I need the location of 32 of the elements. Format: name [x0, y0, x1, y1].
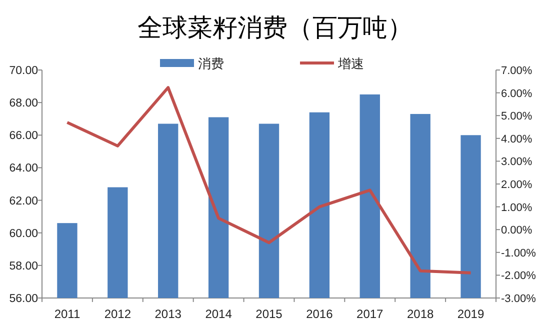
y2-tick-label: 7.00%	[501, 65, 532, 77]
y-tick-label: 62.00	[9, 195, 38, 208]
legend-label: 消费	[198, 56, 224, 71]
x-tick-label: 2011	[54, 307, 80, 321]
y2-tick-label: 4.00%	[501, 133, 532, 146]
y-tick-label: 68.00	[9, 98, 38, 110]
x-tick-label: 2019	[457, 307, 484, 321]
y-tick-label: 66.00	[9, 130, 38, 142]
y2-tick-label: -3.00%	[501, 293, 536, 305]
y-tick-label: 60.00	[9, 228, 38, 240]
line-series	[66, 86, 472, 274]
legend-label: 增速	[337, 56, 364, 71]
x-tick-label: 2014	[205, 307, 232, 321]
y-tick-label: 70.00	[9, 65, 38, 77]
x-tick-label: 2015	[256, 307, 283, 321]
x-tick-label: 2017	[356, 307, 384, 321]
x-tick-label: 2016	[306, 307, 334, 321]
y2-tick-label: 0.00%	[501, 224, 532, 237]
y-tick-label: 58.00	[9, 260, 38, 272]
y2-tick-label: 1.00%	[501, 202, 532, 214]
x-tick-label: 2018	[406, 307, 434, 321]
y2-tick-label: 5.00%	[501, 110, 532, 123]
y2-tick-label: 3.00%	[501, 156, 532, 168]
chart-title: 全球菜籽消费（百万吨）	[138, 14, 412, 42]
y-tick-label: 64.00	[9, 162, 38, 175]
y2-tick-label: 6.00%	[501, 88, 532, 100]
y2-tick-label: 2.00%	[501, 179, 532, 191]
y-tick-label: 56.00	[9, 293, 38, 305]
x-tick-label: 2012	[104, 307, 132, 321]
x-tick-label: 2013	[154, 307, 182, 321]
y2-tick-label: -1.00%	[501, 247, 536, 260]
y2-tick-label: -2.00%	[501, 270, 536, 282]
